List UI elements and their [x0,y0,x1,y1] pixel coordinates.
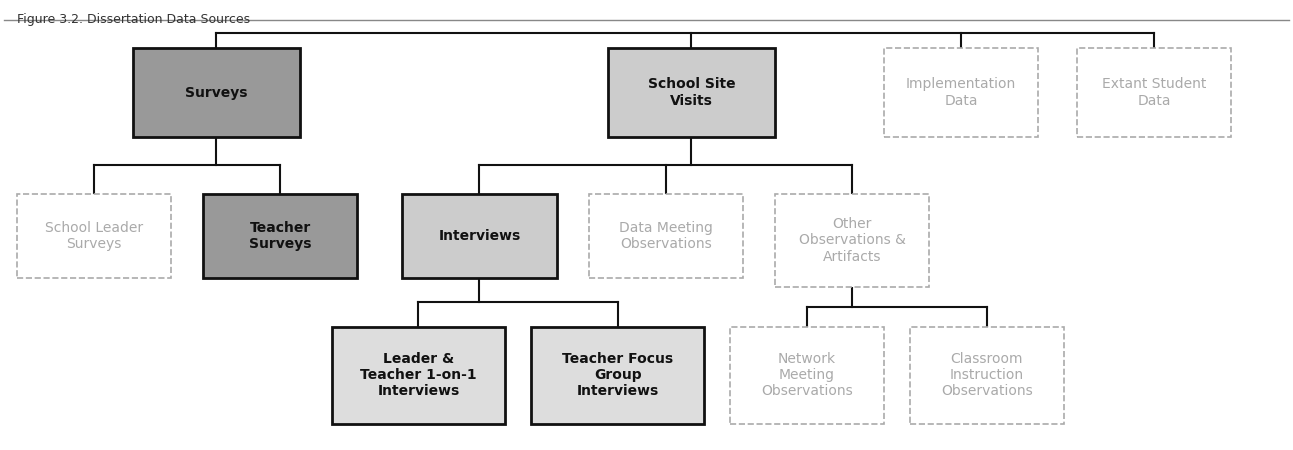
Text: Leader &
Teacher 1-on-1
Interviews: Leader & Teacher 1-on-1 Interviews [361,352,477,398]
Text: School Leader
Surveys: School Leader Surveys [45,221,144,251]
FancyBboxPatch shape [588,194,743,278]
Text: Teacher Focus
Group
Interviews: Teacher Focus Group Interviews [562,352,674,398]
Text: Implementation
Data: Implementation Data [906,77,1016,108]
Text: Other
Observations &
Artifacts: Other Observations & Artifacts [799,217,905,264]
Text: Interviews: Interviews [438,229,521,243]
FancyBboxPatch shape [332,327,506,424]
Text: Surveys: Surveys [185,86,247,99]
Text: Figure 3.2. Dissertation Data Sources: Figure 3.2. Dissertation Data Sources [17,13,250,26]
Text: Classroom
Instruction
Observations: Classroom Instruction Observations [941,352,1033,398]
FancyBboxPatch shape [608,48,775,137]
FancyBboxPatch shape [203,194,357,278]
Text: Teacher
Surveys: Teacher Surveys [250,221,312,251]
FancyBboxPatch shape [775,194,930,287]
Text: Network
Meeting
Observations: Network Meeting Observations [762,352,853,398]
Text: Extant Student
Data: Extant Student Data [1102,77,1206,108]
FancyBboxPatch shape [910,327,1064,424]
Text: Data Meeting
Observations: Data Meeting Observations [619,221,712,251]
FancyBboxPatch shape [1077,48,1231,137]
Text: School Site
Visits: School Site Visits [648,77,736,108]
FancyBboxPatch shape [884,48,1038,137]
FancyBboxPatch shape [731,327,884,424]
FancyBboxPatch shape [402,194,556,278]
FancyBboxPatch shape [531,327,705,424]
FancyBboxPatch shape [133,48,300,137]
FancyBboxPatch shape [17,194,171,278]
